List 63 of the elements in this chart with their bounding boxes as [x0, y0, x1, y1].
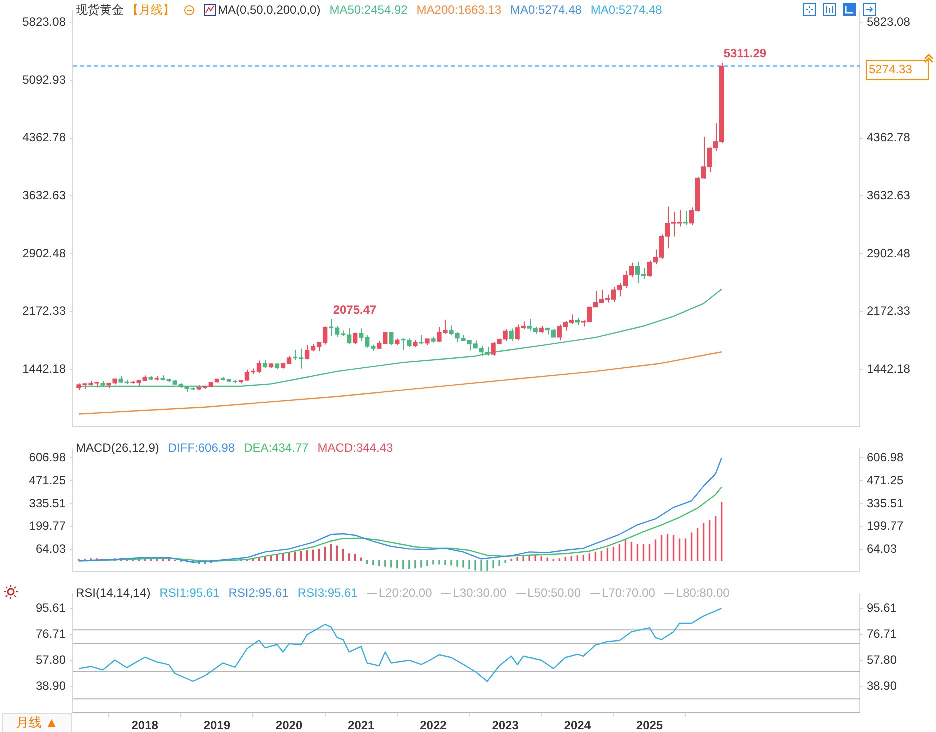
- y-tick-label: 95.61: [36, 600, 66, 615]
- y-tick-label: 199.77: [29, 519, 66, 534]
- y-tick-label: 606.98: [29, 450, 66, 464]
- y-tick-label: 471.25: [29, 473, 66, 488]
- annotation: MA0:5274.48: [510, 3, 582, 17]
- legend-label: L20:20.00: [378, 586, 432, 600]
- legend-label: L30:30.00: [452, 586, 507, 600]
- y-tick-label: 2902.48: [22, 246, 66, 260]
- y2-tick-label: 2902.48: [867, 246, 911, 260]
- x-tick-label: 2019: [204, 718, 231, 732]
- text: MACD:344.43: [318, 441, 394, 455]
- y2-tick-label: 335.51: [867, 496, 904, 510]
- y-tick-label: 38.90: [36, 679, 66, 694]
- x-tick-label: 2020: [276, 718, 303, 732]
- y2-tick-label: 57.80: [867, 653, 898, 668]
- annotation: MA0:5274.48: [590, 3, 662, 17]
- legend-label: L50:50.00: [526, 586, 582, 600]
- text: RSI1:95.61: [160, 586, 220, 600]
- x-axis-title: 月线 ▲: [2, 713, 72, 732]
- ref-line-label: 5274.33: [869, 62, 913, 77]
- x-tick-label: 2023: [492, 718, 520, 732]
- y-tick-label: 335.51: [29, 496, 66, 510]
- y2-tick-label: 1442.18: [867, 362, 911, 376]
- legend-label: L70:70.00: [601, 586, 656, 600]
- y-tick-label: 4362.78: [22, 130, 66, 145]
- y-tick-label: 76.71: [36, 626, 66, 641]
- y-tick-label: 1442.18: [22, 362, 66, 376]
- chart-title: RSI(14,14,14): [76, 586, 151, 600]
- y2-tick-label: 76.71: [867, 626, 898, 641]
- y2-tick-label: 38.90: [867, 679, 898, 694]
- y-tick-label: 5823.08: [22, 15, 66, 30]
- chart-title: 现货黄金: [76, 3, 124, 17]
- x-tick-label: 2021: [348, 718, 376, 732]
- x-tick-label: 2024: [564, 718, 592, 732]
- annotation: 2075.47: [333, 302, 378, 317]
- y2-tick-label: 64.03: [867, 542, 898, 556]
- y2-tick-label: 3632.63: [867, 188, 911, 203]
- y-tick-label: 64.03: [36, 542, 66, 556]
- x-tick-label: 2022: [420, 718, 448, 732]
- text: DEA:434.77: [244, 441, 309, 455]
- text: DIFF:606.98: [168, 441, 236, 455]
- annotation: RSI2:95.61: [228, 586, 289, 600]
- annotation: 5311.29: [724, 46, 767, 61]
- y2-tick-label: 2172.33: [867, 304, 911, 318]
- y-tick-label: 3632.63: [22, 188, 66, 203]
- x-tick-label: 2018: [132, 718, 159, 732]
- y-tick-label: 57.80: [36, 653, 66, 668]
- annotation: RSI3:95.61: [298, 586, 358, 600]
- y2-tick-label: 95.61: [867, 600, 898, 615]
- y-tick-label: 2172.33: [22, 304, 66, 318]
- y2-tick-label: 606.98: [867, 450, 904, 464]
- chart-title: MACD(26,12,9): [76, 441, 160, 455]
- y2-tick-label: 5823.08: [867, 15, 911, 30]
- chart-subtitle: 【月线】: [127, 3, 175, 17]
- x-tick-label: 2025: [636, 718, 664, 732]
- text: MA50:2454.92: [330, 3, 408, 17]
- y2-tick-label: 4362.78: [867, 130, 911, 145]
- y2-tick-label: 471.25: [867, 473, 904, 488]
- y-tick-label: 5092.93: [22, 72, 66, 87]
- legend-title: MA(0,50,0,200,0,0): [218, 3, 321, 17]
- text: MA200:1663.13: [416, 3, 502, 17]
- legend-label: L80:80.00: [675, 586, 730, 600]
- y2-tick-label: 199.77: [867, 519, 904, 534]
